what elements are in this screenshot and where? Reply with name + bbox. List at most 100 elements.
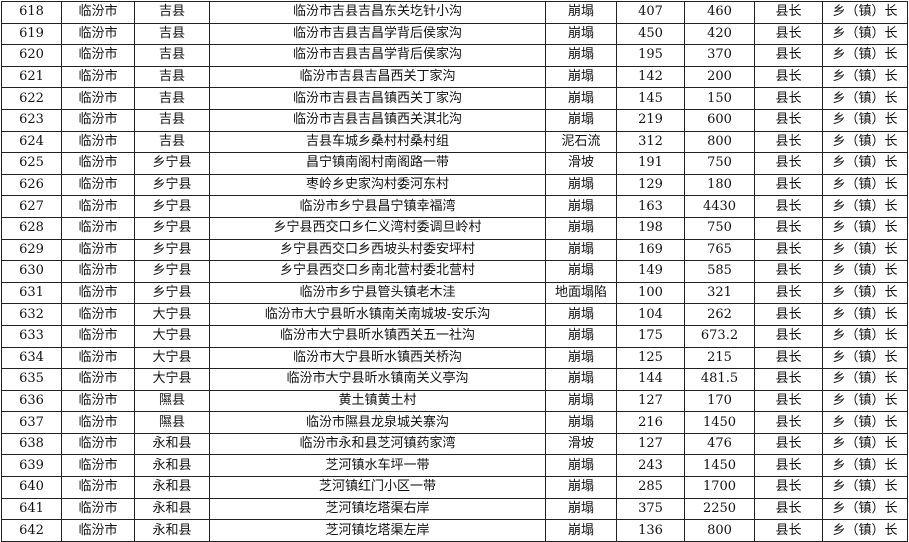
county-cell: 大宁县 [134, 324, 210, 348]
value-b-cell: 1700 [684, 476, 755, 499]
location-cell: 临汾市乡宁县管头镇老木洼 [209, 281, 546, 305]
county-cell: 大宁县 [134, 368, 210, 391]
value-b-cell: 180 [684, 173, 755, 197]
city-cell: 临汾市 [61, 476, 135, 499]
value-a-cell: 450 [616, 22, 685, 46]
value-b-cell: 600 [684, 108, 755, 132]
value-b-cell: 215 [684, 346, 755, 370]
township-responsible-cell: 乡（镇）长 [822, 389, 908, 413]
location-cell: 临汾市吉县吉昌镇西关丁家沟 [209, 87, 546, 110]
row-number-cell: 642 [1, 519, 62, 542]
table-row: 626 临汾市 乡宁县 枣岭乡史家沟村委河东村 崩塌 129 180 县长 乡（镇）长 [1, 173, 908, 197]
table-row: 629 临汾市 乡宁县 乡宁县西交口乡西坡头村委安坪村 崩塌 169 765 县长 乡（镇）长 [1, 238, 908, 262]
hazard-type-cell: 崩塌 [545, 497, 617, 521]
township-responsible-cell: 乡（镇）长 [822, 108, 908, 132]
location-cell: 芝河镇圪塔渠右岸 [209, 497, 546, 521]
county-responsible-cell: 县长 [754, 303, 823, 326]
hazard-type-cell: 崩塌 [545, 216, 617, 240]
row-number-cell: 635 [1, 368, 62, 391]
table-row: 633 临汾市 大宁县 临汾市大宁县昕水镇西关五一社沟 崩塌 175 673.2 县长 乡（镇）… [1, 324, 908, 348]
value-b-cell: 4430 [684, 195, 755, 218]
table-row: 632 临汾市 大宁县 临汾市大宁县昕水镇南关南城坡-安乐沟 崩塌 104 262 县长 乡（镇… [1, 303, 908, 326]
location-cell: 临汾市永和县芝河镇药家湾 [209, 432, 546, 456]
value-b-cell: 750 [684, 216, 755, 240]
table-row: 634 临汾市 大宁县 临汾市大宁县昕水镇西关桥沟 崩塌 125 215 县长 乡（镇）长 [1, 346, 908, 370]
value-a-cell: 129 [616, 173, 685, 197]
row-number-cell: 637 [1, 411, 62, 434]
table-row: 636 临汾市 隰县 黄土镇黄土村 崩塌 127 170 县长 乡（镇）长 [1, 389, 908, 413]
value-a-cell: 127 [616, 432, 685, 456]
township-responsible-cell: 乡（镇）长 [822, 22, 908, 46]
location-cell: 临汾市大宁县昕水镇南关南城坡-安乐沟 [209, 303, 546, 326]
city-cell: 临汾市 [61, 108, 135, 132]
table-row: 641 临汾市 永和县 芝河镇圪塔渠右岸 崩塌 375 2250 县长 乡（镇）长 [1, 497, 908, 521]
county-responsible-cell: 县长 [754, 324, 823, 348]
location-cell: 黄土镇黄土村 [209, 389, 546, 413]
city-cell: 临汾市 [61, 44, 135, 67]
county-cell: 吉县 [134, 44, 210, 67]
county-cell: 乡宁县 [134, 173, 210, 197]
row-number-cell: 621 [1, 65, 62, 89]
hazard-type-cell: 崩塌 [545, 44, 617, 67]
value-a-cell: 149 [616, 260, 685, 283]
hazard-type-cell: 崩塌 [545, 238, 617, 262]
row-number-cell: 633 [1, 324, 62, 348]
county-cell: 乡宁县 [134, 238, 210, 262]
township-responsible-cell: 乡（镇）长 [822, 454, 908, 478]
value-a-cell: 144 [616, 368, 685, 391]
value-b-cell: 1450 [684, 411, 755, 434]
location-cell: 临汾市吉县吉昌东关圪针小沟 [209, 1, 546, 24]
township-responsible-cell: 乡（镇）长 [822, 368, 908, 391]
city-cell: 临汾市 [61, 152, 135, 175]
row-number-cell: 623 [1, 108, 62, 132]
county-cell: 吉县 [134, 130, 210, 154]
table-row: 642 临汾市 永和县 芝河镇圪塔渠左岸 崩塌 136 800 县长 乡（镇）长 [1, 519, 908, 542]
county-cell: 吉县 [134, 87, 210, 110]
township-responsible-cell: 乡（镇）长 [822, 519, 908, 542]
hazard-type-cell: 崩塌 [545, 22, 617, 46]
location-cell: 临汾市乡宁县昌宁镇幸福湾 [209, 195, 546, 218]
county-responsible-cell: 县长 [754, 260, 823, 283]
value-a-cell: 243 [616, 454, 685, 478]
location-cell: 临汾市大宁县昕水镇南关义亭沟 [209, 368, 546, 391]
county-cell: 吉县 [134, 1, 210, 24]
value-b-cell: 800 [684, 130, 755, 154]
table-row: 637 临汾市 隰县 临汾市隰县龙泉城关寨沟 崩塌 216 1450 县长 乡（镇）长 [1, 411, 908, 434]
value-a-cell: 216 [616, 411, 685, 434]
county-cell: 永和县 [134, 432, 210, 456]
township-responsible-cell: 乡（镇）长 [822, 281, 908, 305]
hazard-type-cell: 崩塌 [545, 303, 617, 326]
value-a-cell: 104 [616, 303, 685, 326]
county-cell: 永和县 [134, 454, 210, 478]
hazard-type-cell: 地面塌陷 [545, 281, 617, 305]
city-cell: 临汾市 [61, 195, 135, 218]
value-a-cell: 375 [616, 497, 685, 521]
table-row: 631 临汾市 乡宁县 临汾市乡宁县管头镇老木洼 地面塌陷 100 321 县长 乡（镇）长 [1, 281, 908, 305]
row-number-cell: 636 [1, 389, 62, 413]
location-cell: 临汾市隰县龙泉城关寨沟 [209, 411, 546, 434]
township-responsible-cell: 乡（镇）长 [822, 324, 908, 348]
row-number-cell: 626 [1, 173, 62, 197]
hazard-type-cell: 崩塌 [545, 173, 617, 197]
row-number-cell: 619 [1, 22, 62, 46]
hazard-type-cell: 崩塌 [545, 476, 617, 499]
township-responsible-cell: 乡（镇）长 [822, 238, 908, 262]
county-cell: 大宁县 [134, 303, 210, 326]
hazard-type-cell: 崩塌 [545, 324, 617, 348]
value-a-cell: 100 [616, 281, 685, 305]
value-b-cell: 321 [684, 281, 755, 305]
township-responsible-cell: 乡（镇）长 [822, 497, 908, 521]
county-cell: 乡宁县 [134, 260, 210, 283]
county-responsible-cell: 县长 [754, 108, 823, 132]
value-b-cell: 370 [684, 44, 755, 67]
row-number-cell: 641 [1, 497, 62, 521]
city-cell: 临汾市 [61, 238, 135, 262]
county-responsible-cell: 县长 [754, 476, 823, 499]
township-responsible-cell: 乡（镇）长 [822, 260, 908, 283]
value-b-cell: 673.2 [684, 324, 755, 348]
city-cell: 临汾市 [61, 454, 135, 478]
hazard-type-cell: 崩塌 [545, 519, 617, 542]
value-a-cell: 142 [616, 65, 685, 89]
county-cell: 乡宁县 [134, 216, 210, 240]
